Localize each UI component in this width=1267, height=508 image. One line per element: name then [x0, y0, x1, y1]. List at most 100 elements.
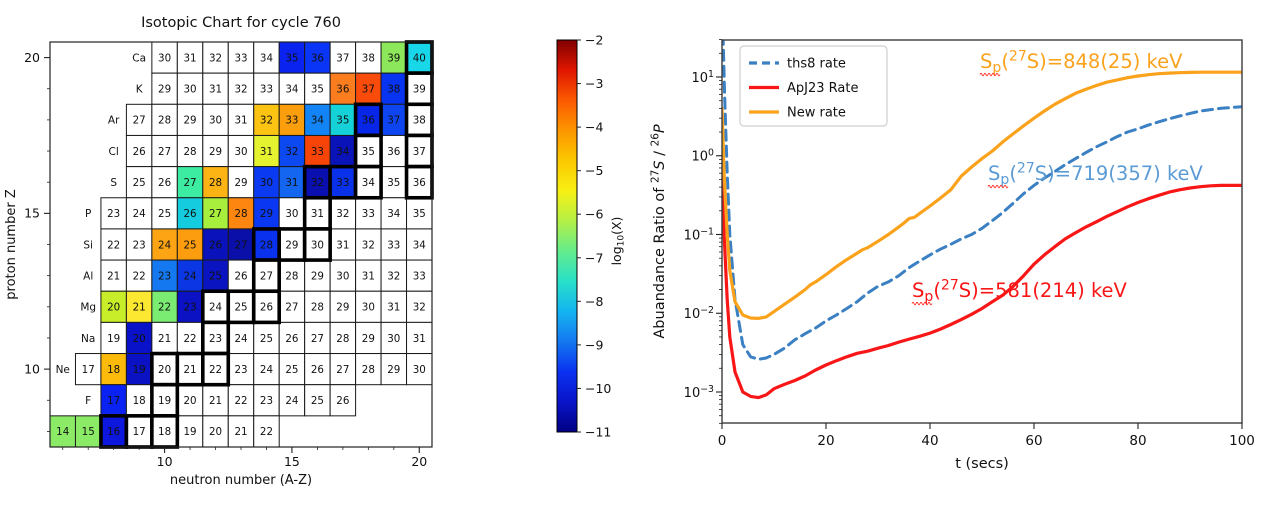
- mass-number: 34: [362, 177, 375, 189]
- mass-number: 31: [184, 52, 197, 64]
- isotope-cell: [227, 72, 255, 105]
- isotope-cell: [278, 134, 306, 168]
- mass-number: 31: [336, 239, 349, 251]
- mass-number: 25: [209, 270, 222, 282]
- mass-number: 38: [413, 115, 426, 127]
- mass-number: 27: [260, 270, 273, 282]
- x-tick-label: 0: [718, 433, 727, 449]
- mass-number: 33: [234, 52, 247, 64]
- colorbar-tick-label: −7: [585, 250, 603, 265]
- mass-number: 30: [184, 84, 197, 96]
- mass-number: 27: [311, 333, 324, 345]
- mass-number: 34: [413, 239, 426, 251]
- mass-number: 17: [133, 426, 146, 438]
- mass-number: 27: [209, 208, 222, 220]
- x-tick-label: 60: [1025, 433, 1042, 449]
- mass-number: 28: [285, 270, 298, 282]
- mass-number: 37: [413, 146, 426, 158]
- mass-number: 30: [234, 146, 247, 158]
- isotope-cell: [278, 103, 306, 136]
- isotope-cell: [125, 197, 153, 230]
- mass-number: 39: [413, 84, 426, 96]
- mass-number: 22: [234, 395, 247, 407]
- isotope-cell-stable: [201, 351, 231, 387]
- isotope-cell: [253, 384, 280, 417]
- mass-number: 21: [158, 333, 171, 345]
- mass-number: 31: [260, 146, 273, 158]
- mass-number: 34: [285, 84, 298, 96]
- isotope-cell: [278, 72, 306, 105]
- y-axis-label: Abuandance Ratio of 27S / 26P: [649, 124, 668, 339]
- mass-number: 40: [413, 52, 426, 64]
- element-label: Ne: [56, 364, 70, 376]
- mass-number: 23: [107, 208, 120, 220]
- mass-number: 28: [158, 115, 171, 127]
- isotope-cell: [176, 321, 204, 355]
- mass-number: 24: [260, 364, 273, 376]
- isotope-cell: [355, 72, 382, 105]
- mass-number: 26: [311, 364, 324, 376]
- mass-number: 22: [158, 302, 171, 314]
- mass-number: 28: [184, 146, 197, 158]
- isotope-cell: [380, 259, 408, 292]
- mass-number: 36: [311, 52, 324, 64]
- mass-number: 33: [285, 115, 298, 127]
- isotope-cell: [100, 197, 127, 230]
- mass-number: 38: [362, 52, 375, 64]
- mass-number: 32: [336, 208, 349, 220]
- mass-number: 25: [311, 395, 324, 407]
- mass-number: 33: [413, 270, 426, 282]
- isotope-cell: [329, 384, 357, 417]
- isotope-cell: [125, 134, 153, 168]
- mass-number: 17: [82, 364, 95, 376]
- spellcheck-squiggle: [987, 184, 1009, 189]
- mass-number: 21: [133, 302, 146, 314]
- x-tick-label: 10: [157, 454, 173, 469]
- element-label: Na: [81, 333, 95, 345]
- mass-number: 30: [209, 115, 222, 127]
- y-tick-label: 10−3: [684, 384, 714, 401]
- mass-number: 37: [387, 115, 400, 127]
- isotope-cell: [100, 384, 127, 417]
- x-axis-label: neutron number (A-Z): [170, 473, 312, 488]
- colorbar-tick-label: −2: [585, 33, 603, 48]
- isotope-cell: [304, 384, 331, 417]
- mass-number: 27: [234, 239, 247, 251]
- mass-number: 32: [260, 115, 273, 127]
- y-tick-label: 10: [24, 361, 40, 376]
- isotope-cell: [151, 290, 178, 323]
- mass-number: 35: [336, 115, 349, 127]
- isotope-cell: [253, 166, 280, 199]
- x-tick-label: 20: [411, 454, 427, 469]
- element-label: Al: [83, 270, 93, 282]
- isotope-cell: [278, 384, 306, 417]
- isotope-cell: [227, 415, 255, 448]
- mass-number: 30: [158, 52, 171, 64]
- mass-number: 33: [362, 208, 375, 220]
- isotope-cell-stable: [277, 227, 307, 262]
- mass-number: 22: [209, 364, 222, 376]
- isotope-cell: [151, 197, 178, 230]
- colorbar-tick-label: −10: [585, 381, 611, 396]
- series-ths8-rate: [722, 40, 1242, 361]
- isotope-cell: [227, 166, 255, 199]
- isotopic-chart: Isotopic Chart for cycle 760 Ca 30 31 32 33 34…: [4, 15, 627, 488]
- series-apj23-rate: [722, 157, 1242, 400]
- isotope-cell: [227, 228, 255, 261]
- mass-number: 20: [158, 364, 171, 376]
- mass-number: 25: [133, 177, 146, 189]
- isotope-cell: [176, 259, 204, 292]
- mass-number: 24: [234, 333, 247, 345]
- colorbar-tick-label: −11: [585, 425, 611, 440]
- mass-number: 31: [362, 270, 375, 282]
- isotope-cell: [380, 290, 408, 323]
- mass-number: 28: [311, 302, 324, 314]
- colorbar-tick-label: −6: [585, 207, 603, 222]
- isotope-cell: [176, 415, 204, 448]
- x-tick-label: 40: [921, 433, 938, 449]
- mass-number: 29: [209, 146, 222, 158]
- mass-number: 31: [311, 208, 324, 220]
- isotope-cell: [202, 415, 229, 448]
- y-axis-label: proton number Z: [4, 189, 19, 300]
- mass-number: 29: [184, 115, 197, 127]
